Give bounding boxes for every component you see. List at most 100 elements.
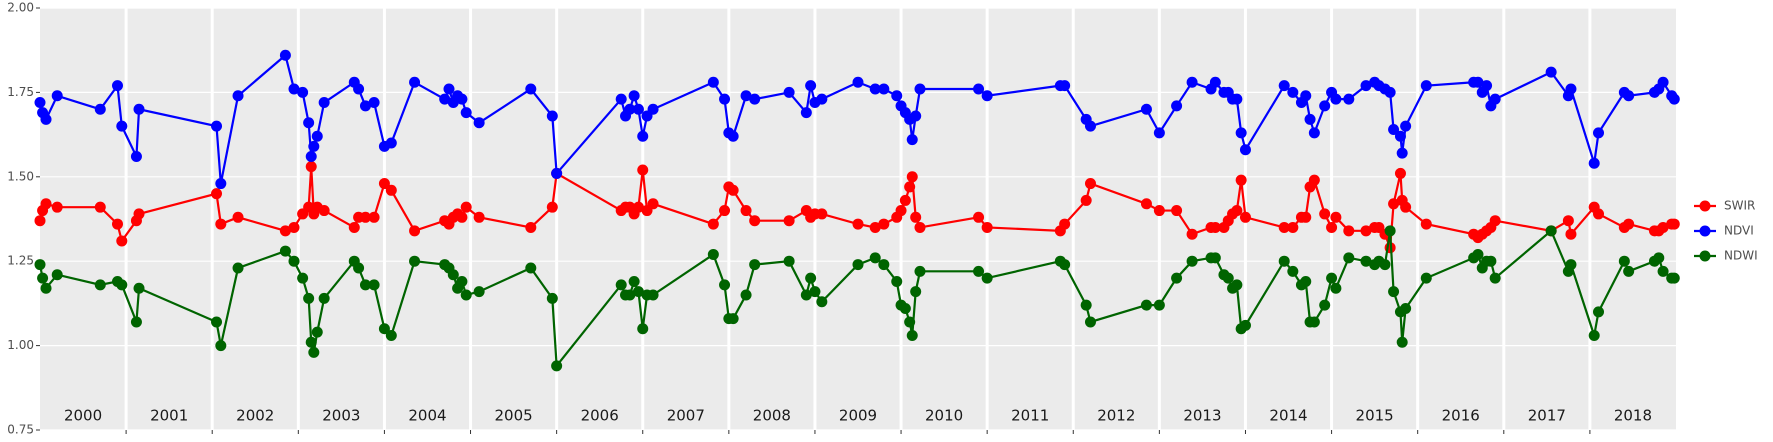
data-point bbox=[914, 83, 926, 95]
data-point bbox=[308, 140, 320, 152]
year-label: 2017 bbox=[1528, 407, 1566, 425]
data-point bbox=[1360, 255, 1372, 267]
legend-label: SWIR bbox=[1724, 199, 1755, 213]
data-point bbox=[1388, 198, 1400, 210]
data-point bbox=[288, 221, 300, 233]
data-point bbox=[816, 296, 828, 308]
data-point bbox=[727, 313, 739, 325]
data-point bbox=[1343, 252, 1355, 264]
data-point bbox=[1278, 221, 1290, 233]
data-point bbox=[305, 336, 317, 348]
series bbox=[34, 49, 1680, 190]
data-point bbox=[279, 245, 291, 257]
data-point bbox=[973, 265, 985, 277]
data-point bbox=[647, 103, 659, 115]
data-point bbox=[353, 262, 365, 274]
data-point bbox=[615, 93, 627, 105]
data-point bbox=[906, 171, 918, 183]
year-label: 2003 bbox=[322, 407, 360, 425]
data-point bbox=[1308, 127, 1320, 139]
data-point bbox=[232, 262, 244, 274]
data-point bbox=[899, 302, 911, 314]
data-point bbox=[525, 221, 537, 233]
data-point bbox=[1084, 120, 1096, 132]
data-point bbox=[1562, 215, 1574, 227]
data-point bbox=[232, 90, 244, 102]
data-point bbox=[914, 265, 926, 277]
year-label: 2009 bbox=[839, 407, 877, 425]
data-point bbox=[116, 235, 128, 247]
legend-marker bbox=[1699, 250, 1711, 262]
data-point bbox=[133, 103, 145, 115]
data-point bbox=[1080, 194, 1092, 206]
data-point bbox=[1360, 225, 1372, 237]
data-point bbox=[1304, 113, 1316, 125]
data-point bbox=[460, 201, 472, 213]
data-point bbox=[869, 252, 881, 264]
data-point bbox=[1485, 255, 1497, 267]
data-point bbox=[34, 259, 46, 271]
data-point bbox=[910, 211, 922, 223]
data-point bbox=[456, 275, 468, 287]
data-point bbox=[1481, 80, 1493, 92]
data-point bbox=[783, 215, 795, 227]
data-point bbox=[1593, 306, 1605, 318]
data-point bbox=[1396, 147, 1408, 159]
data-point bbox=[1319, 299, 1331, 311]
year-label: 2013 bbox=[1183, 407, 1221, 425]
data-point bbox=[305, 161, 317, 173]
data-point bbox=[800, 289, 812, 301]
data-point bbox=[1343, 93, 1355, 105]
data-point bbox=[910, 110, 922, 122]
data-point bbox=[443, 83, 455, 95]
data-point bbox=[906, 329, 918, 341]
data-point bbox=[1343, 225, 1355, 237]
year-label: 2015 bbox=[1356, 407, 1394, 425]
data-point bbox=[303, 292, 315, 304]
data-point bbox=[385, 137, 397, 149]
data-point bbox=[1565, 259, 1577, 271]
data-point bbox=[551, 167, 563, 179]
data-point bbox=[1379, 259, 1391, 271]
legend-label: NDWI bbox=[1724, 249, 1758, 263]
data-point bbox=[869, 221, 881, 233]
data-point bbox=[805, 80, 817, 92]
y-tick-label: 1.00 bbox=[7, 338, 34, 352]
data-point bbox=[378, 178, 390, 190]
data-point bbox=[1330, 93, 1342, 105]
year-label: 2014 bbox=[1269, 407, 1307, 425]
data-point bbox=[1186, 76, 1198, 88]
data-point bbox=[647, 289, 659, 301]
data-point bbox=[34, 215, 46, 227]
data-point bbox=[359, 100, 371, 112]
data-point bbox=[1326, 221, 1338, 233]
data-point bbox=[981, 90, 993, 102]
data-point bbox=[852, 259, 864, 271]
data-point bbox=[34, 97, 46, 109]
data-point bbox=[353, 83, 365, 95]
data-point bbox=[869, 83, 881, 95]
data-point bbox=[981, 221, 993, 233]
data-point bbox=[1209, 252, 1221, 264]
data-point bbox=[1239, 319, 1251, 331]
data-point bbox=[1565, 228, 1577, 240]
data-point bbox=[891, 90, 903, 102]
data-point bbox=[311, 326, 323, 338]
data-point bbox=[546, 292, 558, 304]
data-point bbox=[279, 49, 291, 61]
data-point bbox=[130, 151, 142, 163]
data-point bbox=[111, 218, 123, 230]
data-point bbox=[1235, 174, 1247, 186]
data-point bbox=[899, 194, 911, 206]
data-point bbox=[311, 130, 323, 142]
data-point bbox=[1153, 299, 1165, 311]
data-point bbox=[1153, 205, 1165, 217]
data-point bbox=[816, 93, 828, 105]
y-tick-label: 1.50 bbox=[7, 169, 34, 183]
data-point bbox=[1472, 248, 1484, 260]
data-point bbox=[409, 225, 421, 237]
data-point bbox=[1472, 76, 1484, 88]
data-point bbox=[1231, 205, 1243, 217]
data-point bbox=[1171, 100, 1183, 112]
data-point bbox=[1623, 90, 1635, 102]
